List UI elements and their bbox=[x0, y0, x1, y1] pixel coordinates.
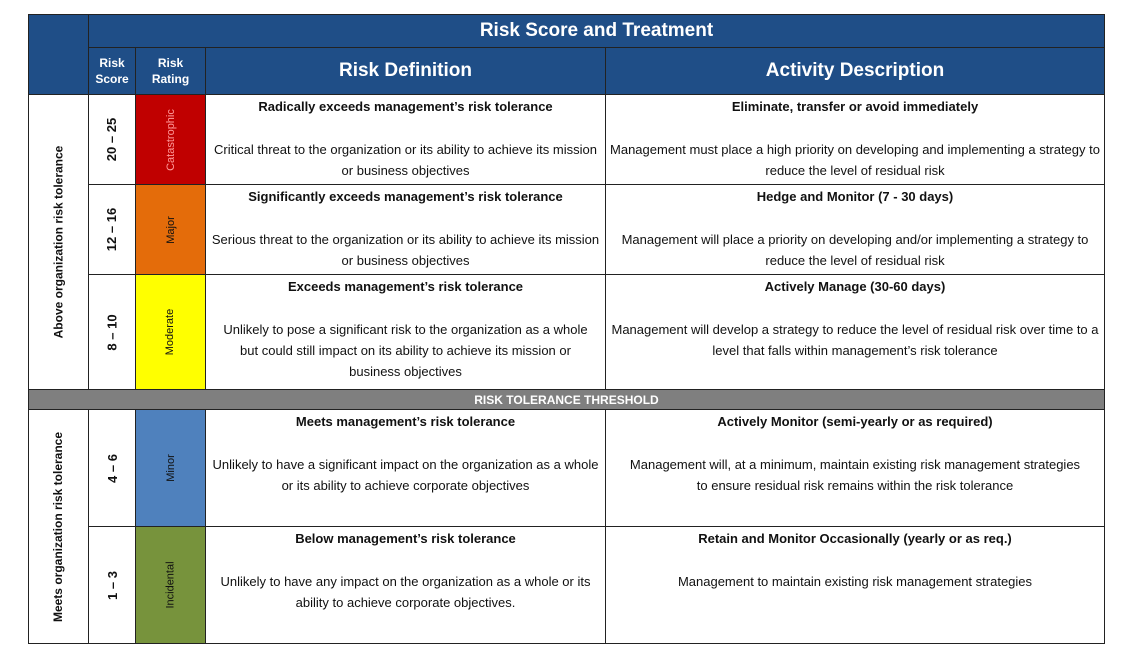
score-cell: 12 – 16 bbox=[88, 184, 136, 275]
definition-body: Serious threat to the organization or it… bbox=[211, 232, 600, 268]
score-cell: 8 – 10 bbox=[88, 274, 136, 390]
activity-body: Management will place a priority on deve… bbox=[621, 232, 1089, 268]
activity-cell: Retain and Monitor Occasionally (yearly … bbox=[605, 526, 1105, 644]
rating-cell: Incidental bbox=[135, 526, 206, 644]
risk-score-table: Risk Score and Treatment Risk Score Risk… bbox=[28, 14, 1105, 644]
definition-body: Critical threat to the organization or i… bbox=[214, 142, 597, 178]
risk-tolerance-threshold-text: RISK TOLERANCE THRESHOLD bbox=[474, 392, 659, 407]
rating-value: Incidental bbox=[164, 561, 177, 609]
rating-value: Minor bbox=[164, 454, 177, 482]
group-above-tolerance: Above organization risk tolerance bbox=[28, 94, 89, 390]
activity-title: Actively Monitor (semi-yearly or as requ… bbox=[717, 414, 993, 429]
activity-body: Management must place a high priority on… bbox=[610, 142, 1100, 178]
score-cell: 4 – 6 bbox=[88, 409, 136, 527]
definition-cell: Significantly exceeds management’s risk … bbox=[205, 184, 606, 275]
score-cell: 1 – 3 bbox=[88, 526, 136, 644]
rating-value: Moderate bbox=[164, 308, 177, 356]
score-value: 4 – 6 bbox=[104, 453, 120, 483]
header-activity-description: Activity Description bbox=[605, 47, 1105, 95]
header-risk-score-line1: Risk bbox=[99, 56, 125, 70]
rating-cell: Major bbox=[135, 184, 206, 275]
rating-value: Major bbox=[164, 215, 177, 244]
score-value: 12 – 16 bbox=[104, 207, 120, 252]
rating-value: Catastrophic bbox=[164, 108, 177, 171]
activity-body: Management will, at a minimum, maintain … bbox=[629, 457, 1081, 493]
activity-title: Actively Manage (30-60 days) bbox=[764, 279, 946, 294]
definition-cell: Meets management’s risk tolerance Unlike… bbox=[205, 409, 606, 527]
activity-cell: Actively Manage (30-60 days) Management … bbox=[605, 274, 1105, 390]
corner-header bbox=[28, 14, 89, 95]
definition-title: Below management’s risk tolerance bbox=[295, 531, 516, 546]
definition-title: Exceeds management’s risk tolerance bbox=[287, 279, 524, 294]
activity-body: Management will develop a strategy to re… bbox=[611, 322, 1099, 358]
score-value: 8 – 10 bbox=[104, 313, 120, 351]
definition-title: Meets management’s risk tolerance bbox=[295, 414, 516, 429]
group-meets-tolerance: Meets organization risk tolerance bbox=[28, 409, 89, 644]
header-activity-description-text: Activity Description bbox=[765, 60, 945, 81]
definition-title: Significantly exceeds management’s risk … bbox=[248, 189, 563, 204]
score-value: 20 – 25 bbox=[104, 117, 120, 162]
risk-tolerance-threshold: RISK TOLERANCE THRESHOLD bbox=[28, 389, 1105, 410]
table-title-text: Risk Score and Treatment bbox=[479, 20, 714, 41]
group-meets-tolerance-label: Meets organization risk tolerance bbox=[51, 431, 66, 622]
header-risk-definition: Risk Definition bbox=[205, 47, 606, 95]
header-risk-score: Risk Score bbox=[88, 47, 136, 95]
definition-body: Unlikely to have any impact on the organ… bbox=[220, 574, 591, 610]
activity-title: Eliminate, transfer or avoid immediately bbox=[731, 99, 979, 114]
score-value: 1 – 3 bbox=[104, 570, 120, 600]
header-risk-rating-line2: Rating bbox=[151, 72, 190, 86]
activity-cell: Actively Monitor (semi-yearly or as requ… bbox=[605, 409, 1105, 527]
definition-cell: Exceeds management’s risk tolerance Unli… bbox=[205, 274, 606, 390]
score-cell: 20 – 25 bbox=[88, 94, 136, 185]
definition-cell: Below management’s risk tolerance Unlike… bbox=[205, 526, 606, 644]
activity-title: Retain and Monitor Occasionally (yearly … bbox=[698, 531, 1012, 546]
rating-cell: Moderate bbox=[135, 274, 206, 390]
header-risk-rating-line1: Risk bbox=[157, 56, 184, 70]
activity-title: Hedge and Monitor (7 - 30 days) bbox=[756, 189, 954, 204]
header-risk-rating: Risk Rating bbox=[135, 47, 206, 95]
rating-cell: Minor bbox=[135, 409, 206, 527]
header-risk-definition-text: Risk Definition bbox=[338, 60, 472, 81]
header-risk-score-line2: Score bbox=[95, 72, 129, 86]
group-above-tolerance-label: Above organization risk tolerance bbox=[51, 145, 66, 339]
activity-cell: Eliminate, transfer or avoid immediately… bbox=[605, 94, 1105, 185]
definition-title: Radically exceeds management’s risk tole… bbox=[258, 99, 553, 114]
activity-body: Management to maintain existing risk man… bbox=[677, 574, 1033, 589]
definition-body: Unlikely to pose a significant risk to t… bbox=[223, 322, 588, 379]
rating-cell: Catastrophic bbox=[135, 94, 206, 185]
table-title: Risk Score and Treatment bbox=[88, 14, 1105, 48]
activity-cell: Hedge and Monitor (7 - 30 days) Manageme… bbox=[605, 184, 1105, 275]
definition-cell: Radically exceeds management’s risk tole… bbox=[205, 94, 606, 185]
definition-body: Unlikely to have a significant impact on… bbox=[212, 457, 599, 493]
